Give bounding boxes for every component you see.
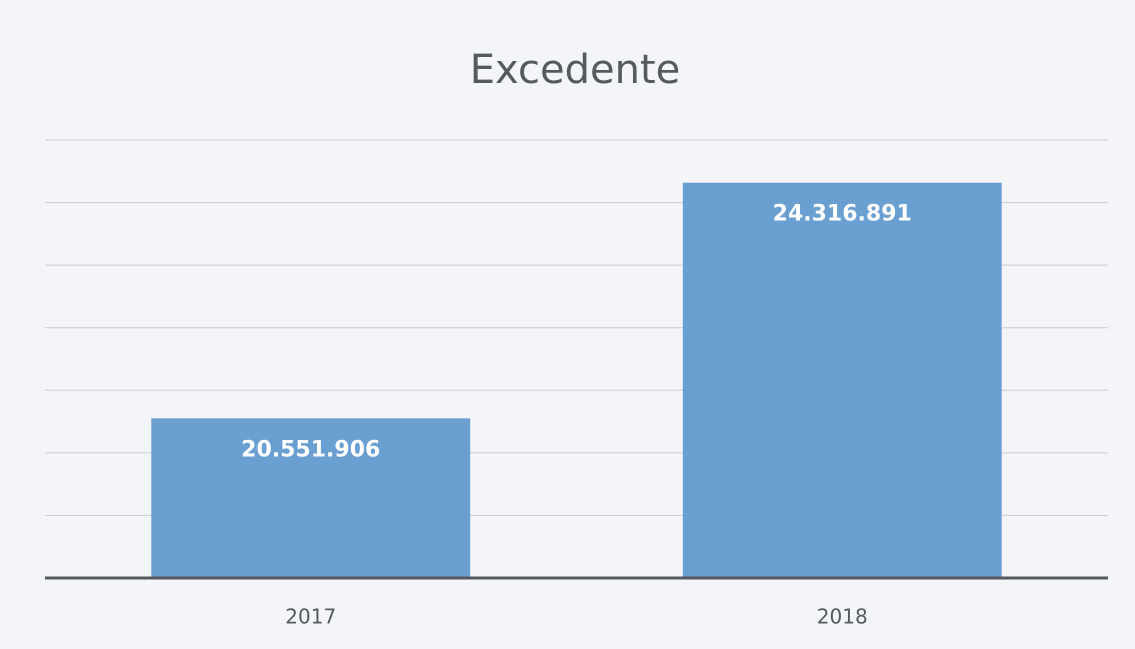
bar (151, 418, 471, 578)
x-tick-label: 2017 (285, 605, 336, 629)
x-tick-label: 2018 (817, 605, 868, 629)
data-label: 24.316.891 (773, 202, 912, 227)
data-label: 20.551.906 (241, 437, 380, 462)
bar (682, 182, 1002, 578)
chart-title: Excedente (470, 47, 681, 93)
